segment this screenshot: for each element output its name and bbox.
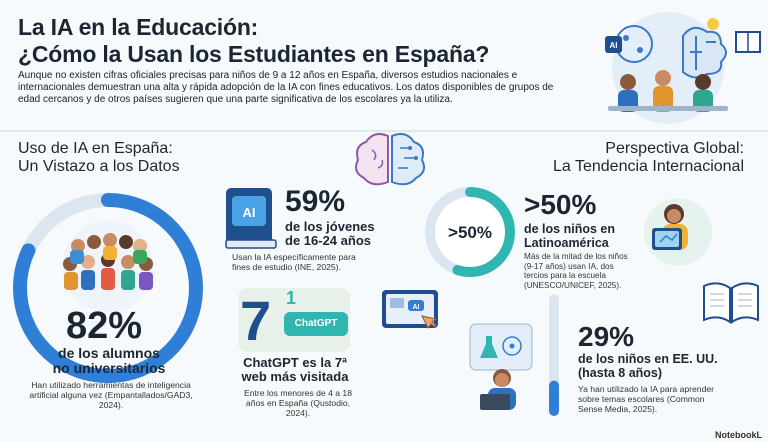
stat-latam-description: Más de la mitad de los niños (9-17 años)… xyxy=(524,252,628,290)
open-book-icon xyxy=(703,282,759,324)
center-brain-icon xyxy=(355,133,425,186)
chatgpt-chip: ChatGPT xyxy=(284,312,348,336)
students-group-icon xyxy=(62,220,154,312)
footer-brand: NotebookL xyxy=(715,430,762,440)
chatgpt-label-line-2: web más visitada xyxy=(241,369,349,384)
stat-usa-label-line-2: (hasta 8 años) xyxy=(578,366,663,380)
lightbulb-icon xyxy=(707,18,719,30)
stat-82-label-line-1: de los alumnos xyxy=(58,345,160,361)
stat-latam-label-line-2: Latinoamérica xyxy=(524,236,609,250)
right-section-title: Perspectiva Global: La Tendencia Interna… xyxy=(553,140,744,176)
chatgpt-description: Entre los menores de 4 a 18 años en Espa… xyxy=(244,388,352,418)
tablet-icon: AI xyxy=(382,290,438,329)
brain-icon: AI xyxy=(605,25,653,63)
stat-59-label-line-1: de los jóvenes xyxy=(285,219,375,234)
stat-82-label-line-2: no universitarios xyxy=(52,360,166,376)
chatgpt-label-line-1: ChatGPT es la 7ª xyxy=(243,355,347,370)
chatgpt-rank-number: 7 xyxy=(240,289,272,352)
svg-text:AI: AI xyxy=(413,304,420,311)
ring-progress xyxy=(13,193,203,383)
left-title-line-2: Un Vistazo a los Datos xyxy=(18,158,180,175)
girl-with-tablet-illustration xyxy=(644,198,712,266)
students-ring-chart xyxy=(13,193,203,383)
title-line-1: La IA en la Educación: xyxy=(18,14,259,40)
stat-82-label: de los alumnos no universitarios xyxy=(46,346,172,376)
stat-59-label-line-2: de 16-24 años xyxy=(285,233,371,248)
left-title-line-1: Uso de IA en España: xyxy=(18,140,173,157)
stat-usa-value: 29% xyxy=(578,321,635,352)
svg-text:AI: AI xyxy=(243,205,256,220)
stat-usa-label: de los niños en EE. UU. (hasta 8 años) xyxy=(578,352,718,380)
svg-text:AI: AI xyxy=(610,41,618,50)
header-divider xyxy=(0,130,768,132)
right-title-line-1: Perspectiva Global: xyxy=(605,140,744,157)
stat-59-label: de los jóvenes de 16-24 años xyxy=(285,220,375,248)
usa-bar-chart xyxy=(549,294,559,416)
usa-bar-fill xyxy=(549,380,559,416)
book-icon xyxy=(735,31,761,53)
latam-ring-chart: >50% xyxy=(425,187,515,277)
stat-usa-label-line-1: de los niños en EE. UU. xyxy=(578,352,718,366)
stat-usa-description: Ya han utilizado la IA para aprender sob… xyxy=(578,384,715,414)
stat-latam-value: >50% xyxy=(524,189,597,220)
brain-icon-right xyxy=(682,26,727,79)
boy-with-laptop-illustration xyxy=(469,323,533,410)
latam-ring-label: >50% xyxy=(448,223,492,242)
right-title-line-2: La Tendencia Internacional xyxy=(553,158,744,175)
students-icon xyxy=(608,70,728,112)
latam-ring-progress xyxy=(425,187,515,277)
ai-book-icon: AI xyxy=(225,188,277,249)
stat-82-value: 82% xyxy=(66,305,143,347)
title-line-2: ¿Cómo la Usan los Estudiantes en España? xyxy=(18,41,490,67)
intro-text: Aunque no existen cifras oficiales preci… xyxy=(18,70,554,105)
left-section-title: Uso de IA en España: Un Vistazo a los Da… xyxy=(18,140,180,176)
chatgpt-illustration: 7 1 ChatGPT xyxy=(238,288,350,352)
stat-59-value: 59% xyxy=(285,185,346,218)
stat-59-description: Usan la IA específicamente para fines de… xyxy=(232,252,356,272)
page-title: La IA en la Educación: ¿Cómo la Usan los… xyxy=(18,14,489,68)
stat-latam-label-line-1: de los niños en xyxy=(524,222,615,236)
chatgpt-rank-small: 1 xyxy=(286,288,297,308)
stat-latam-label: de los niños en Latinoamérica xyxy=(524,222,615,250)
chatgpt-label: ChatGPT es la 7ª web más visitada xyxy=(230,356,360,384)
stat-82-description: Han utilizado herramientas de inteligenc… xyxy=(29,380,193,410)
header-illustration: AI xyxy=(605,12,761,124)
